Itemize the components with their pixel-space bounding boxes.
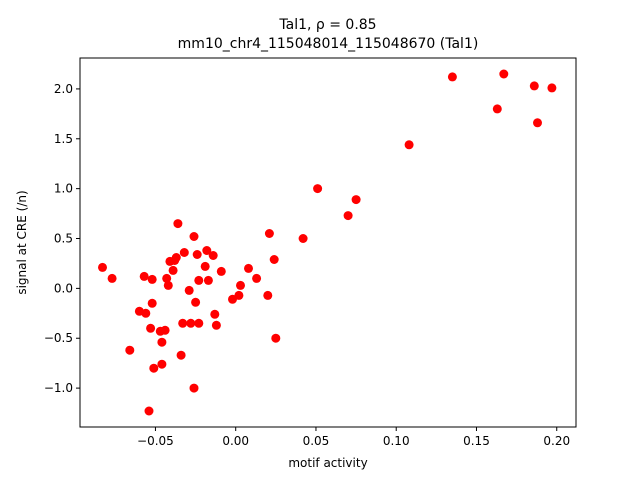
data-point bbox=[547, 83, 557, 93]
chart-title-line-2: mm10_chr4_115048014_115048670 (Tal1) bbox=[178, 36, 479, 52]
data-point bbox=[529, 81, 539, 91]
x-axis-ticks: −0.05 0.00 0.05 0.10 0.15 0.20 bbox=[137, 427, 570, 448]
y-tick-label: 0.0 bbox=[54, 281, 73, 295]
x-tick-label: −0.05 bbox=[137, 434, 174, 448]
data-point bbox=[157, 337, 167, 347]
data-point bbox=[149, 363, 159, 373]
data-point bbox=[313, 184, 323, 194]
y-tick-label: 1.5 bbox=[54, 132, 73, 146]
data-point bbox=[168, 265, 178, 275]
data-point bbox=[343, 211, 353, 221]
data-point bbox=[252, 273, 262, 283]
x-tick-label: 0.20 bbox=[543, 434, 570, 448]
data-point bbox=[147, 298, 157, 308]
data-point bbox=[171, 253, 181, 262]
data-point bbox=[141, 308, 151, 318]
data-point bbox=[269, 255, 279, 264]
data-point bbox=[404, 140, 414, 150]
data-point bbox=[139, 271, 149, 281]
y-tick-label: −0.5 bbox=[44, 331, 73, 345]
data-point bbox=[447, 72, 457, 82]
x-tick-label: 0.00 bbox=[222, 434, 249, 448]
data-point bbox=[125, 345, 135, 355]
data-point bbox=[189, 232, 199, 241]
y-tick-label: 0.5 bbox=[54, 232, 73, 246]
data-point bbox=[271, 333, 281, 343]
data-point bbox=[179, 248, 189, 257]
data-point bbox=[216, 266, 226, 276]
data-point bbox=[176, 350, 186, 360]
data-point bbox=[194, 318, 204, 328]
data-points bbox=[98, 69, 557, 416]
data-point bbox=[160, 325, 170, 335]
x-tick-label: 0.15 bbox=[463, 434, 490, 448]
chart-title-line-1: Tal1, ρ = 0.85 bbox=[278, 17, 376, 33]
data-point bbox=[208, 251, 218, 260]
y-axis-label: signal at CRE (/n) bbox=[15, 190, 29, 294]
y-axis-ticks: −1.0 −0.5 0.0 0.5 1.0 1.5 2.0 bbox=[44, 82, 80, 395]
data-point bbox=[178, 318, 188, 328]
data-point bbox=[186, 318, 196, 328]
data-point bbox=[194, 275, 204, 285]
data-point bbox=[144, 406, 154, 416]
data-point bbox=[203, 275, 213, 285]
data-point bbox=[107, 273, 117, 283]
data-point bbox=[192, 250, 202, 259]
data-point bbox=[191, 297, 201, 307]
data-point bbox=[298, 234, 308, 243]
y-tick-label: −1.0 bbox=[44, 381, 73, 395]
x-axis-label: motif activity bbox=[288, 456, 367, 470]
data-point bbox=[184, 285, 194, 295]
data-point bbox=[236, 280, 245, 290]
data-point bbox=[492, 104, 502, 114]
data-point bbox=[263, 290, 273, 300]
x-tick-label: 0.10 bbox=[383, 434, 410, 448]
data-point bbox=[163, 280, 173, 290]
data-point bbox=[202, 246, 212, 255]
y-tick-label: 2.0 bbox=[54, 82, 73, 96]
data-point bbox=[210, 309, 220, 319]
data-point bbox=[146, 323, 156, 333]
x-tick-label: 0.05 bbox=[303, 434, 330, 448]
plot-frame bbox=[79, 57, 577, 428]
data-point bbox=[264, 229, 274, 238]
data-point bbox=[173, 219, 183, 229]
data-point bbox=[162, 273, 172, 283]
data-point bbox=[157, 359, 167, 369]
data-point bbox=[499, 69, 509, 79]
data-point bbox=[189, 383, 199, 393]
data-point bbox=[147, 274, 157, 284]
data-point bbox=[244, 263, 253, 273]
data-point bbox=[98, 262, 107, 272]
data-point bbox=[211, 320, 221, 330]
data-point bbox=[533, 118, 542, 128]
y-tick-label: 1.0 bbox=[54, 182, 73, 196]
data-point bbox=[234, 290, 244, 300]
data-point bbox=[200, 261, 210, 271]
data-point bbox=[351, 195, 361, 205]
